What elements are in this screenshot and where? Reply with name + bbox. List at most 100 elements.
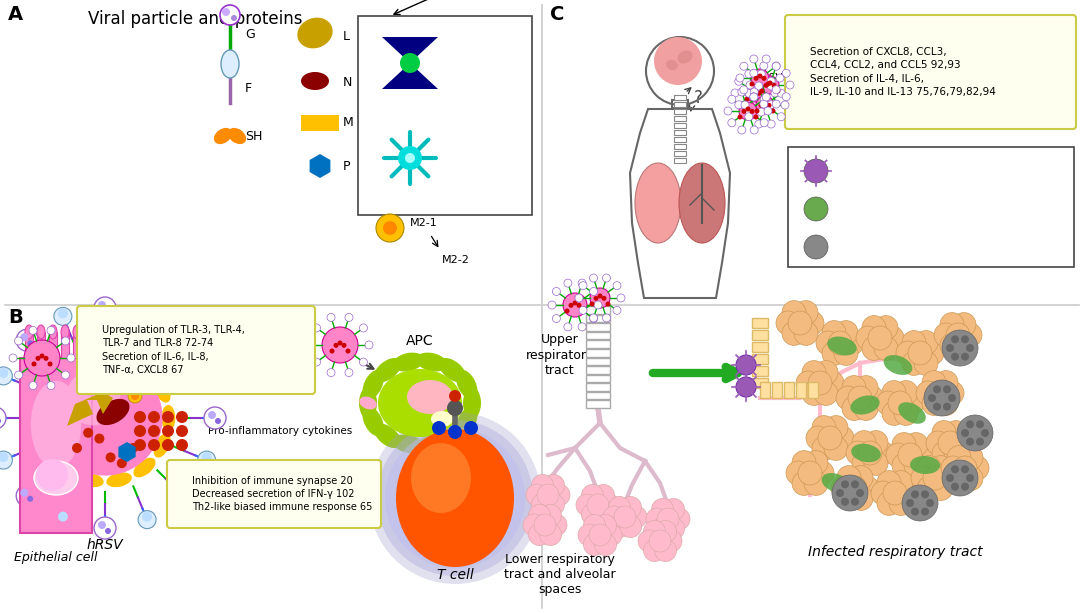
Ellipse shape xyxy=(885,354,912,376)
Ellipse shape xyxy=(78,473,104,487)
Circle shape xyxy=(962,335,969,343)
Circle shape xyxy=(330,349,335,354)
Circle shape xyxy=(767,101,775,109)
Text: B: B xyxy=(8,308,23,327)
Circle shape xyxy=(748,91,753,96)
Circle shape xyxy=(846,441,870,465)
Bar xyxy=(20,358,92,533)
Circle shape xyxy=(981,429,989,437)
Circle shape xyxy=(522,514,545,536)
Circle shape xyxy=(579,306,588,314)
Ellipse shape xyxy=(154,378,170,403)
Bar xyxy=(760,382,770,398)
Circle shape xyxy=(0,367,12,385)
Circle shape xyxy=(761,96,765,102)
Circle shape xyxy=(117,458,127,468)
Circle shape xyxy=(804,159,828,183)
Circle shape xyxy=(860,386,883,410)
Circle shape xyxy=(346,349,350,354)
Circle shape xyxy=(449,390,461,402)
Circle shape xyxy=(638,530,660,552)
Circle shape xyxy=(149,425,160,437)
Circle shape xyxy=(612,281,621,290)
Bar xyxy=(674,102,686,107)
Circle shape xyxy=(793,300,818,325)
Circle shape xyxy=(771,109,775,113)
Circle shape xyxy=(736,355,756,375)
Circle shape xyxy=(824,436,848,460)
Circle shape xyxy=(590,274,597,282)
Ellipse shape xyxy=(439,424,466,448)
Circle shape xyxy=(841,498,849,506)
Circle shape xyxy=(327,313,335,321)
Circle shape xyxy=(738,126,746,134)
Circle shape xyxy=(914,330,938,354)
Bar xyxy=(73,332,81,358)
Circle shape xyxy=(926,431,950,455)
Bar xyxy=(586,392,610,400)
Circle shape xyxy=(882,381,906,405)
Circle shape xyxy=(754,120,763,128)
FancyBboxPatch shape xyxy=(77,306,315,394)
Circle shape xyxy=(602,296,607,301)
Circle shape xyxy=(894,381,918,405)
Ellipse shape xyxy=(49,325,57,339)
Ellipse shape xyxy=(392,352,424,371)
Bar xyxy=(586,375,610,383)
Circle shape xyxy=(220,5,240,25)
Circle shape xyxy=(750,93,758,101)
Circle shape xyxy=(760,100,767,108)
Ellipse shape xyxy=(396,429,514,567)
Circle shape xyxy=(842,397,866,421)
Circle shape xyxy=(162,425,175,437)
Circle shape xyxy=(36,356,40,361)
Circle shape xyxy=(824,416,848,440)
Circle shape xyxy=(911,490,919,498)
Bar xyxy=(85,332,93,358)
Bar xyxy=(586,323,610,331)
Circle shape xyxy=(540,504,562,527)
FancyBboxPatch shape xyxy=(785,15,1076,129)
Circle shape xyxy=(749,82,754,86)
Circle shape xyxy=(134,425,146,437)
Circle shape xyxy=(834,321,859,345)
Circle shape xyxy=(856,326,880,350)
Circle shape xyxy=(142,308,152,318)
Ellipse shape xyxy=(828,336,856,356)
Ellipse shape xyxy=(411,443,472,513)
Circle shape xyxy=(892,454,916,478)
Bar xyxy=(593,305,603,408)
Circle shape xyxy=(828,331,852,355)
Circle shape xyxy=(870,441,894,465)
Circle shape xyxy=(54,511,72,528)
Ellipse shape xyxy=(54,458,77,478)
Circle shape xyxy=(876,391,900,415)
Circle shape xyxy=(603,314,610,322)
Circle shape xyxy=(767,80,773,85)
Text: hRSV infection: hRSV infection xyxy=(754,73,831,83)
Circle shape xyxy=(644,520,666,543)
Circle shape xyxy=(162,439,175,451)
Ellipse shape xyxy=(106,473,132,487)
Circle shape xyxy=(197,367,216,385)
Circle shape xyxy=(946,474,954,482)
Circle shape xyxy=(369,412,541,584)
Circle shape xyxy=(908,341,932,365)
Circle shape xyxy=(590,288,610,308)
Circle shape xyxy=(736,377,756,397)
Circle shape xyxy=(739,63,748,70)
Ellipse shape xyxy=(374,358,401,383)
Circle shape xyxy=(105,528,111,534)
Circle shape xyxy=(902,330,926,354)
Circle shape xyxy=(782,321,806,345)
Circle shape xyxy=(966,474,975,482)
Circle shape xyxy=(345,368,353,376)
Ellipse shape xyxy=(392,435,424,454)
Circle shape xyxy=(914,351,938,375)
Circle shape xyxy=(820,371,844,395)
Text: T cell: T cell xyxy=(437,568,474,582)
Circle shape xyxy=(540,524,562,546)
Circle shape xyxy=(0,452,9,462)
Circle shape xyxy=(724,107,732,115)
Circle shape xyxy=(792,451,816,474)
